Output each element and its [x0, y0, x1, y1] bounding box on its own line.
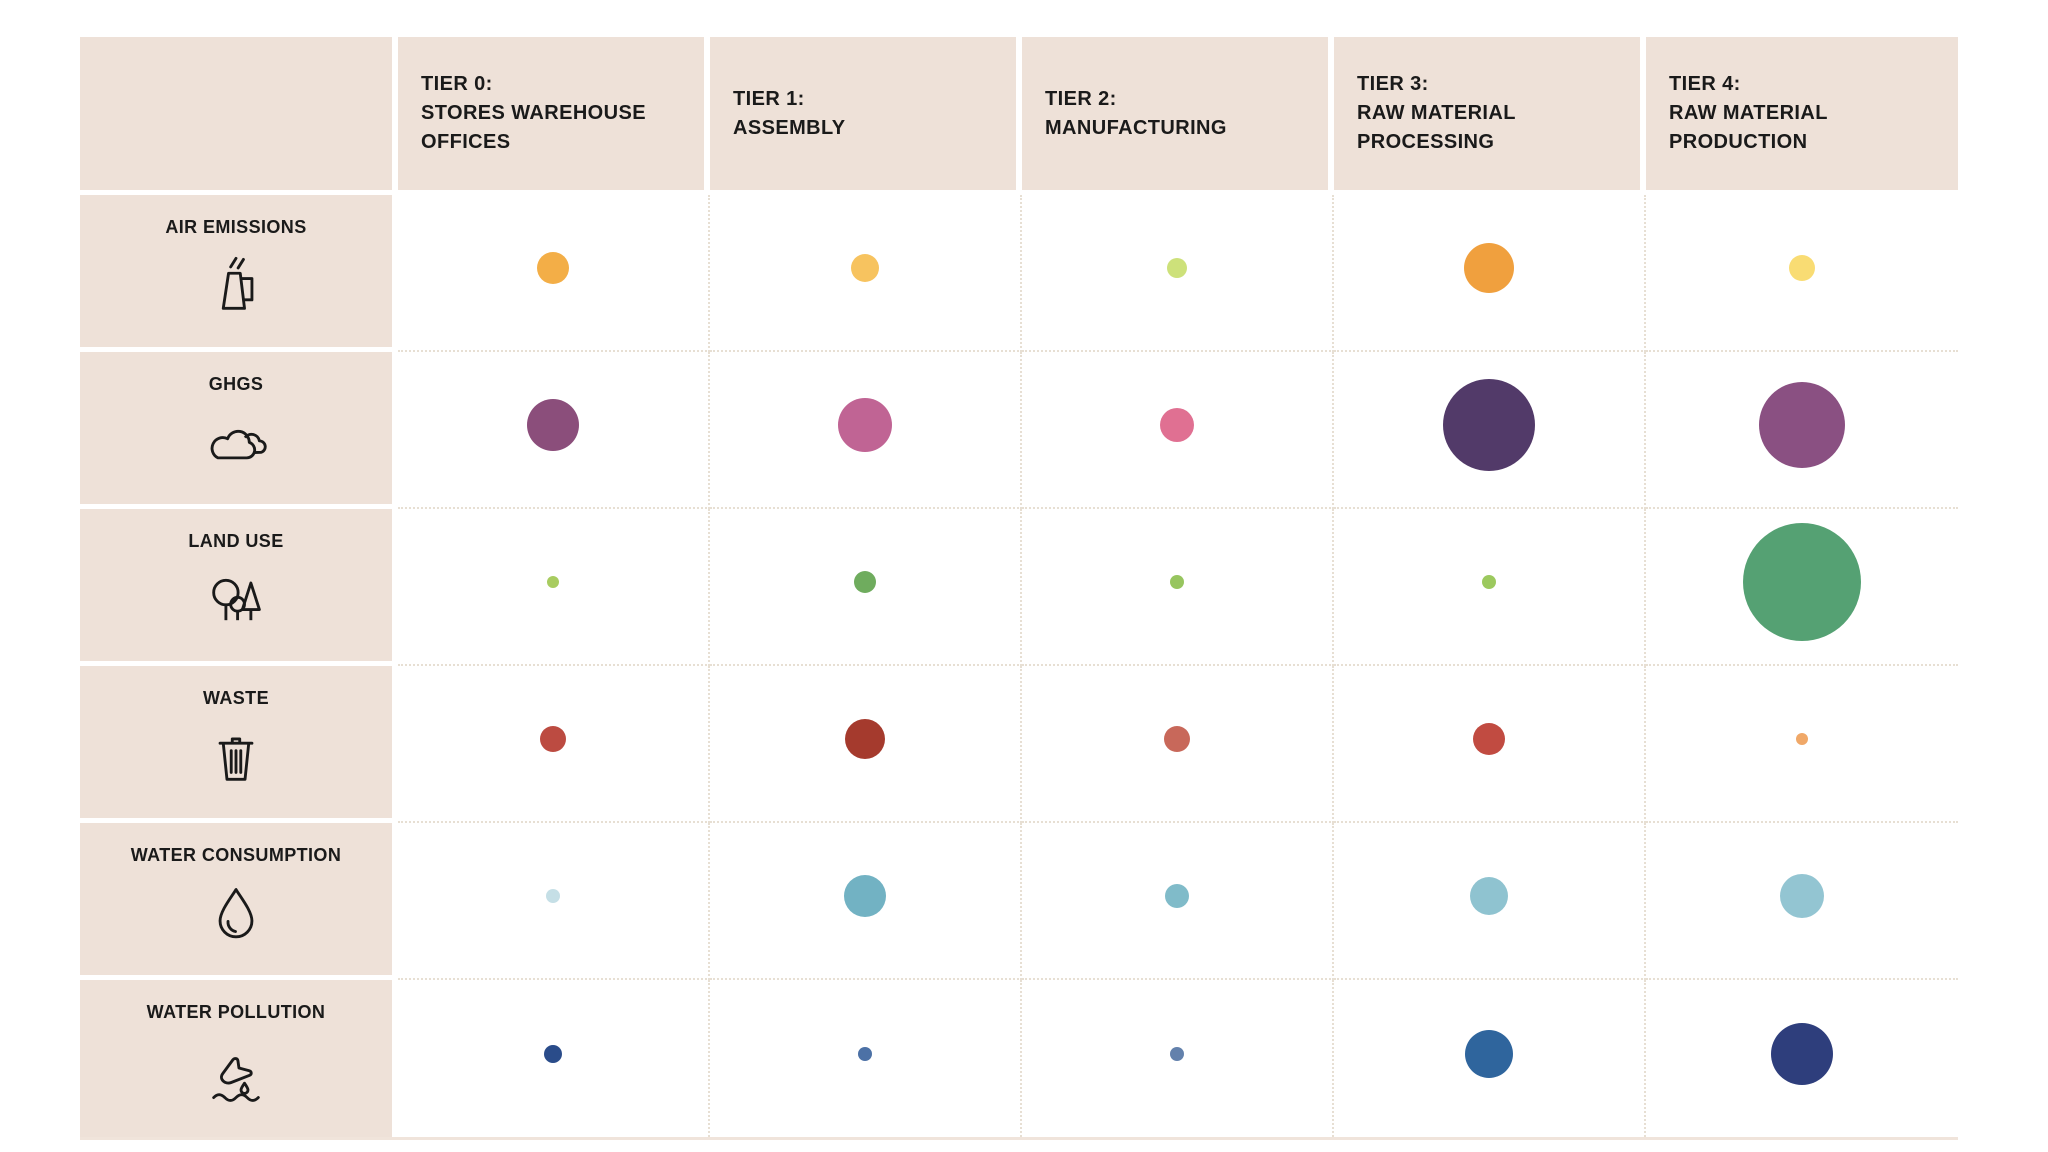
- column-header-tier-0: TIER 0: STORES WAREHOUSE OFFICES: [398, 37, 710, 195]
- impact-bubble-water-pollution-tier-0: [544, 1044, 562, 1063]
- matrix-cell-ghgs-tier-1: [710, 352, 1022, 509]
- row-label-air-emissions: AIR EMISSIONS: [80, 195, 398, 352]
- impact-bubble-land-use-tier-4: [1743, 522, 1861, 641]
- matrix-cell-water-consumption-tier-4: [1646, 823, 1958, 980]
- matrix-cell-water-pollution-tier-4: [1646, 980, 1958, 1137]
- matrix-cell-waste-tier-0: [398, 666, 710, 823]
- matrix-cell-ghgs-tier-4: [1646, 352, 1958, 509]
- column-header-tier-2: TIER 2: MANUFACTURING: [1022, 37, 1334, 195]
- matrix-cell-air-emissions-tier-3: [1334, 195, 1646, 352]
- matrix-cell-water-consumption-tier-2: [1022, 823, 1334, 980]
- impact-bubble-ghgs-tier-3: [1443, 378, 1535, 471]
- matrix-cell-water-consumption-tier-3: [1334, 823, 1646, 980]
- row-label-text: GHGS: [208, 374, 264, 394]
- matrix-cell-land-use-tier-4: [1646, 509, 1958, 666]
- impact-bubble-air-emissions-tier-2: [1167, 257, 1187, 278]
- matrix-cell-ghgs-tier-3: [1334, 352, 1646, 509]
- matrix-cell-water-pollution-tier-0: [398, 980, 710, 1137]
- matrix-cell-land-use-tier-2: [1022, 509, 1334, 666]
- matrix-cell-land-use-tier-1: [710, 509, 1022, 666]
- matrix-corner-cell: [80, 37, 398, 195]
- impact-bubble-ghgs-tier-0: [527, 398, 579, 451]
- matrix-cell-water-pollution-tier-2: [1022, 980, 1334, 1137]
- impact-bubble-water-pollution-tier-4: [1771, 1022, 1833, 1085]
- impact-bubble-water-consumption-tier-0: [546, 888, 560, 903]
- matrix-cell-water-consumption-tier-1: [710, 823, 1022, 980]
- land-use-trees-icon: [202, 566, 270, 639]
- water-consumption-droplet-icon: [202, 880, 270, 953]
- column-header-label: TIER 1: ASSEMBLY: [733, 87, 846, 139]
- row-label-text: LAND USE: [188, 531, 284, 551]
- impact-bubble-water-consumption-tier-4: [1780, 873, 1824, 918]
- column-header-tier-4: TIER 4: RAW MATERIAL PRODUCTION: [1646, 37, 1958, 195]
- impact-bubble-waste-tier-1: [845, 718, 885, 759]
- impact-bubble-waste-tier-2: [1164, 725, 1190, 752]
- row-label-text: WATER POLLUTION: [146, 1002, 326, 1022]
- column-header-label: TIER 3: RAW MATERIAL PROCESSING: [1357, 73, 1516, 153]
- impact-bubble-air-emissions-tier-1: [851, 253, 879, 282]
- matrix-cell-land-use-tier-3: [1334, 509, 1646, 666]
- matrix-cell-waste-tier-2: [1022, 666, 1334, 823]
- row-label-water-consumption: WATER CONSUMPTION: [80, 823, 398, 980]
- impact-bubble-air-emissions-tier-4: [1789, 254, 1815, 281]
- row-label-text: AIR EMISSIONS: [165, 217, 307, 237]
- impact-bubble-water-consumption-tier-2: [1165, 883, 1189, 908]
- impact-bubble-water-pollution-tier-3: [1465, 1029, 1513, 1078]
- impact-bubble-waste-tier-0: [540, 725, 566, 752]
- water-pollution-flask-icon: [202, 1037, 270, 1110]
- impact-bubble-waste-tier-3: [1473, 722, 1505, 755]
- matrix-cell-waste-tier-4: [1646, 666, 1958, 823]
- impact-bubble-water-pollution-tier-2: [1170, 1046, 1184, 1061]
- matrix-cell-water-pollution-tier-1: [710, 980, 1022, 1137]
- matrix-cell-waste-tier-3: [1334, 666, 1646, 823]
- matrix-cell-water-pollution-tier-3: [1334, 980, 1646, 1137]
- column-header-label: TIER 2: MANUFACTURING: [1045, 87, 1227, 139]
- impact-bubble-water-pollution-tier-1: [858, 1046, 872, 1061]
- row-label-text: WASTE: [202, 688, 269, 708]
- matrix-cell-air-emissions-tier-0: [398, 195, 710, 352]
- matrix-cell-air-emissions-tier-1: [710, 195, 1022, 352]
- impact-bubble-air-emissions-tier-0: [537, 251, 569, 284]
- impact-bubble-air-emissions-tier-3: [1464, 242, 1514, 293]
- impact-bubble-ghgs-tier-4: [1759, 381, 1845, 468]
- impact-bubble-land-use-tier-2: [1170, 574, 1184, 589]
- column-header-label: TIER 0: STORES WAREHOUSE OFFICES: [421, 73, 646, 153]
- impact-bubble-ghgs-tier-2: [1160, 407, 1194, 442]
- row-label-water-pollution: WATER POLLUTION: [80, 980, 398, 1137]
- impact-by-tier-matrix: TIER 0: STORES WAREHOUSE OFFICES TIER 1: …: [80, 37, 1958, 1140]
- row-label-ghgs: GHGS: [80, 352, 398, 509]
- impact-bubble-land-use-tier-0: [547, 575, 559, 588]
- air-emissions-icon: [202, 252, 270, 325]
- impact-bubble-water-consumption-tier-3: [1470, 876, 1508, 915]
- matrix-cell-water-consumption-tier-0: [398, 823, 710, 980]
- row-label-waste: WASTE: [80, 666, 398, 823]
- impact-bubble-land-use-tier-3: [1482, 574, 1496, 589]
- impact-bubble-land-use-tier-1: [854, 570, 876, 593]
- matrix-cell-waste-tier-1: [710, 666, 1022, 823]
- column-header-tier-1: TIER 1: ASSEMBLY: [710, 37, 1022, 195]
- matrix-cell-ghgs-tier-0: [398, 352, 710, 509]
- matrix-cell-ghgs-tier-2: [1022, 352, 1334, 509]
- matrix-cell-land-use-tier-0: [398, 509, 710, 666]
- impact-bubble-waste-tier-4: [1796, 732, 1808, 745]
- column-header-label: TIER 4: RAW MATERIAL PRODUCTION: [1669, 73, 1828, 153]
- matrix-cell-air-emissions-tier-4: [1646, 195, 1958, 352]
- waste-trash-can-icon: [202, 723, 270, 796]
- column-header-tier-3: TIER 3: RAW MATERIAL PROCESSING: [1334, 37, 1646, 195]
- impact-bubble-ghgs-tier-1: [838, 397, 892, 452]
- row-label-land-use: LAND USE: [80, 509, 398, 666]
- matrix-cell-air-emissions-tier-2: [1022, 195, 1334, 352]
- impact-bubble-water-consumption-tier-1: [844, 874, 886, 917]
- row-label-text: WATER CONSUMPTION: [130, 845, 342, 865]
- ghgs-cloud-icon: [202, 409, 270, 482]
